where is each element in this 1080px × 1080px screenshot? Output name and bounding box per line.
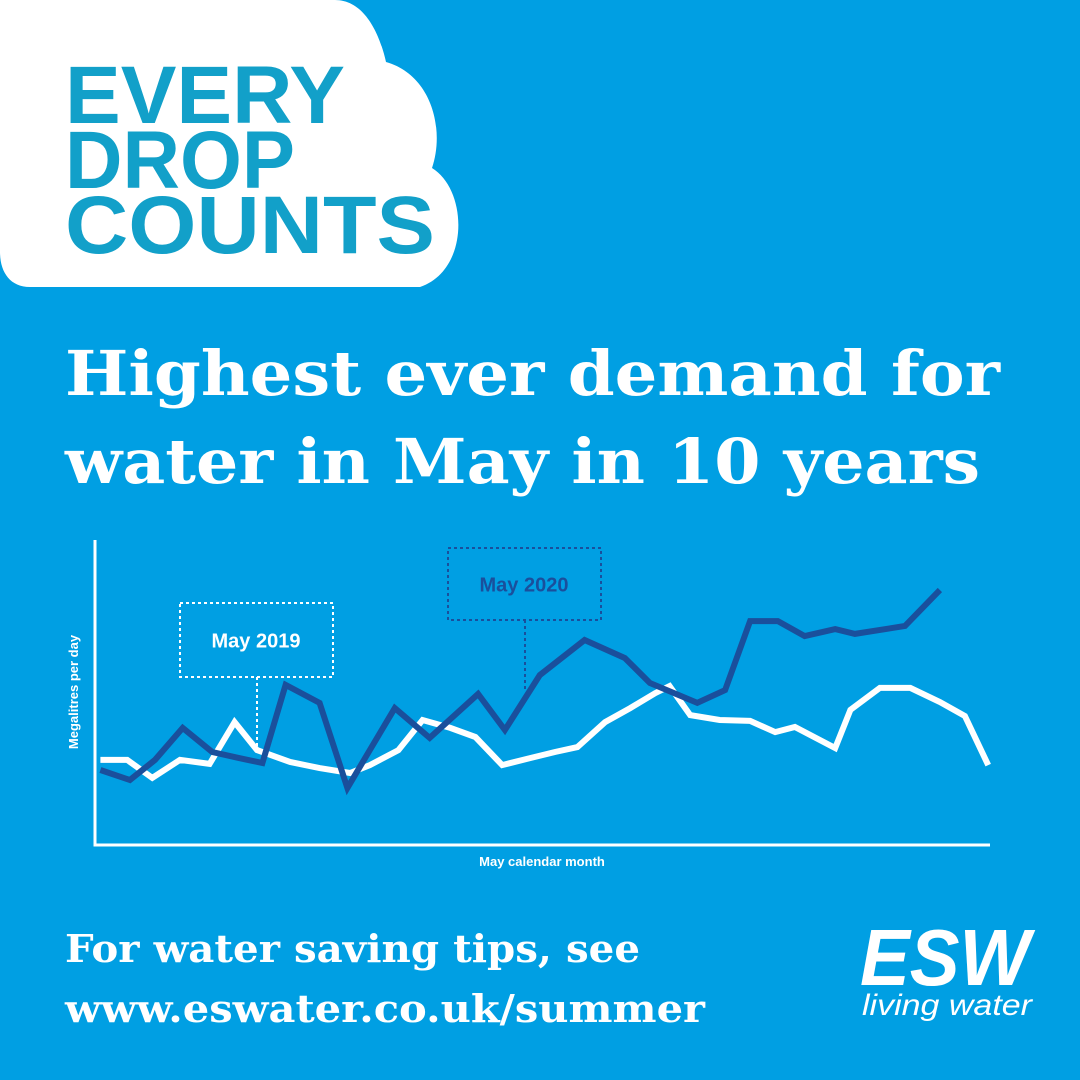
data-line xyxy=(100,682,991,782)
logo-tagline: living water xyxy=(862,989,1033,1022)
footer-url: www.eswater.co.uk/summer xyxy=(64,986,706,1031)
header-line: EVERY xyxy=(65,50,345,141)
data-line xyxy=(99,587,943,796)
callout-label: May 2019 xyxy=(212,630,301,652)
callout-box xyxy=(179,602,334,678)
x-axis-label: May calendar month xyxy=(479,854,605,869)
header-line: DROP xyxy=(65,115,295,206)
axes xyxy=(93,540,990,847)
headline: water in May in 10 years xyxy=(64,425,980,498)
logo: ESW xyxy=(860,913,1036,1002)
header-line: COUNTS xyxy=(65,180,435,271)
footer-text: For water saving tips, see xyxy=(65,926,640,971)
y-axis-label: Megalitres per day xyxy=(66,634,81,749)
header-cloud xyxy=(0,0,459,287)
callout: May 2019 xyxy=(179,602,334,752)
callout-label: May 2020 xyxy=(480,574,569,596)
chart: Megalitres per day May calendar month xyxy=(66,540,991,869)
callout: May 2020 xyxy=(447,547,602,692)
headline: Highest ever demand for xyxy=(65,337,1001,410)
